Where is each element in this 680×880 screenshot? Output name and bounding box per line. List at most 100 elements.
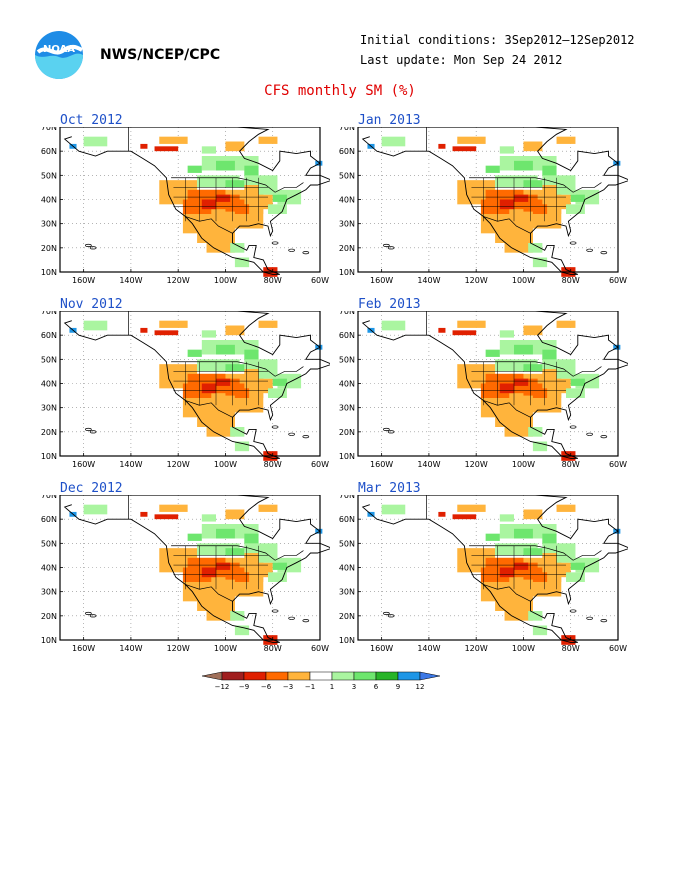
colorbar-tick-label: 6: [374, 683, 379, 691]
soil-moisture-map: 70N 60N 50N 40N 30N 20N 10N 160W 140W 120W 100W 80W…: [41, 311, 330, 469]
noaa-logo-icon: NOAA: [35, 31, 83, 79]
lon-tick-label: 120W: [465, 644, 488, 653]
lat-tick-label: 40N: [41, 564, 57, 573]
lon-tick-label: 120W: [167, 276, 190, 285]
lon-tick-label: 120W: [167, 644, 190, 653]
lat-tick-label: 10N: [339, 636, 355, 645]
map-panel: Mar 2013 70N 60N 50N 40N 30N 20N 10N 160W 140W 12…: [339, 481, 648, 675]
lon-tick-label: 160W: [370, 644, 393, 653]
lat-tick-label: 50N: [339, 355, 355, 364]
lon-tick-label: 140W: [119, 644, 142, 653]
colorbar-tick-label: −6: [261, 683, 272, 691]
map-panel: Jan 2013 70N 60N 50N 40N 30N 20N 10N 160W 140W 12…: [339, 113, 648, 307]
colorbar-tick-label: 12: [416, 683, 425, 691]
lat-tick-label: 60N: [339, 147, 355, 156]
lon-tick-label: 100W: [512, 644, 535, 653]
lon-tick-label: 160W: [72, 276, 95, 285]
lat-tick-label: 30N: [339, 220, 355, 229]
lat-tick-label: 20N: [339, 244, 355, 253]
lon-tick-label: 60W: [609, 276, 627, 285]
last-update: Last update: Mon Sep 24 2012: [360, 53, 563, 67]
lon-tick-label: 140W: [417, 460, 440, 469]
lat-tick-label: 20N: [339, 612, 355, 621]
lat-tick-label: 30N: [339, 404, 355, 413]
lon-tick-label: 60W: [311, 644, 329, 653]
lon-tick-label: 60W: [311, 276, 329, 285]
soil-moisture-map: 70N 60N 50N 40N 30N 20N 10N 160W 140W 120W 100W 80W…: [339, 127, 628, 285]
lat-tick-label: 70N: [41, 311, 57, 316]
lat-tick-label: 30N: [339, 588, 355, 597]
lat-tick-label: 40N: [41, 380, 57, 389]
lon-tick-label: 80W: [562, 460, 580, 469]
panel-title: Mar 2013: [358, 481, 421, 496]
lon-tick-label: 80W: [562, 276, 580, 285]
lat-tick-label: 50N: [41, 539, 57, 548]
lat-tick-label: 60N: [41, 331, 57, 340]
colorbar-tick-label: −3: [283, 683, 293, 691]
logo-text: NOAA: [43, 44, 75, 55]
lat-tick-label: 40N: [339, 380, 355, 389]
lat-tick-label: 20N: [41, 428, 57, 437]
lon-tick-label: 160W: [370, 460, 393, 469]
lon-tick-label: 140W: [417, 276, 440, 285]
lat-tick-label: 10N: [339, 452, 355, 461]
lat-tick-label: 60N: [41, 515, 57, 524]
lon-tick-label: 140W: [119, 460, 142, 469]
panel-title: Dec 2012: [60, 481, 123, 496]
lon-tick-label: 100W: [512, 276, 535, 285]
lat-tick-label: 60N: [41, 147, 57, 156]
lat-tick-label: 10N: [41, 452, 57, 461]
lat-tick-label: 10N: [41, 268, 57, 277]
lon-tick-label: 140W: [417, 644, 440, 653]
panel-title: Oct 2012: [60, 113, 123, 128]
soil-moisture-map: 70N 60N 50N 40N 30N 20N 10N 160W 140W 120W 100W 80W…: [41, 127, 330, 285]
lon-tick-label: 160W: [72, 644, 95, 653]
lon-tick-label: 100W: [214, 276, 237, 285]
lat-tick-label: 20N: [339, 428, 355, 437]
lat-tick-label: 50N: [339, 171, 355, 180]
lon-tick-label: 100W: [214, 644, 237, 653]
lat-tick-label: 60N: [339, 331, 355, 340]
colorbar-tick-label: −12: [215, 683, 230, 691]
panel-title: Nov 2012: [60, 297, 123, 312]
map-panel: Oct 2012 70N 60N 50N 40N 30N 20N 10N 160W 140W 12…: [41, 113, 350, 307]
lon-tick-label: 120W: [465, 276, 488, 285]
map-panel: Dec 2012 70N 60N 50N 40N 30N 20N 10N 160W 140W 12…: [41, 481, 350, 675]
soil-moisture-map: 70N 60N 50N 40N 30N 20N 10N 160W 140W 120W 100W 80W…: [339, 495, 628, 653]
lat-tick-label: 70N: [339, 311, 355, 316]
lat-tick-label: 40N: [41, 196, 57, 205]
colorbar-tick-label: −9: [239, 683, 249, 691]
lat-tick-label: 20N: [41, 244, 57, 253]
agency-name: NWS/NCEP/CPC: [100, 47, 221, 63]
lat-tick-label: 50N: [41, 171, 57, 180]
panel-title: Jan 2013: [358, 113, 421, 128]
lon-tick-label: 160W: [370, 276, 393, 285]
lon-tick-label: 120W: [465, 460, 488, 469]
lon-tick-label: 60W: [609, 460, 627, 469]
lon-tick-label: 100W: [214, 460, 237, 469]
lat-tick-label: 30N: [41, 404, 57, 413]
colorbar-tick-label: 1: [330, 683, 334, 691]
lon-tick-label: 120W: [167, 460, 190, 469]
colorbar-tick-label: 9: [396, 683, 400, 691]
lon-tick-label: 60W: [609, 644, 627, 653]
colorbar-tick-label: 3: [352, 683, 356, 691]
lat-tick-label: 40N: [339, 564, 355, 573]
lon-tick-label: 140W: [119, 276, 142, 285]
panel-title: Feb 2013: [358, 297, 421, 312]
map-panel: Feb 2013 70N 60N 50N 40N 30N 20N 10N 160W 140W 12…: [339, 297, 648, 491]
lat-tick-label: 30N: [41, 220, 57, 229]
lat-tick-label: 50N: [41, 355, 57, 364]
lat-tick-label: 10N: [339, 268, 355, 277]
colorbar: −12 −9 −6 −3 −1 1 3 6 9 12: [201, 671, 441, 691]
lon-tick-label: 80W: [562, 644, 580, 653]
colorbar-tick-label: −1: [305, 683, 315, 691]
lat-tick-label: 10N: [41, 636, 57, 645]
lat-tick-label: 70N: [339, 495, 355, 500]
lat-tick-label: 40N: [339, 196, 355, 205]
lon-tick-label: 100W: [512, 460, 535, 469]
soil-moisture-map: 70N 60N 50N 40N 30N 20N 10N 160W 140W 120W 100W 80W…: [339, 311, 628, 469]
soil-moisture-map: 70N 60N 50N 40N 30N 20N 10N 160W 140W 120W 100W 80W…: [41, 495, 330, 653]
lon-tick-label: 80W: [264, 460, 282, 469]
lat-tick-label: 70N: [41, 495, 57, 500]
